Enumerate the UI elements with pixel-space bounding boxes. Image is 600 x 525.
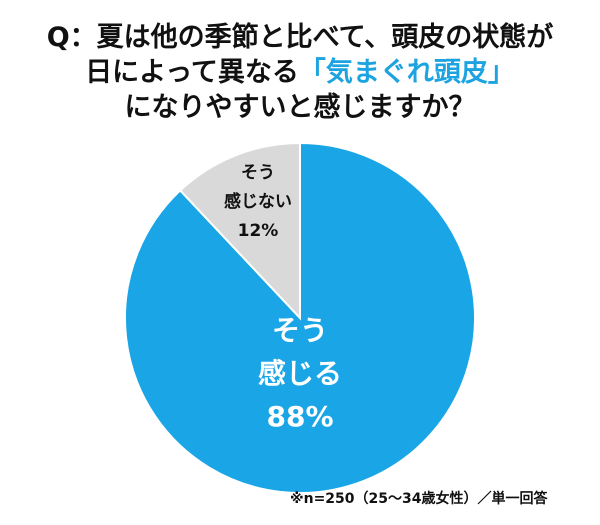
- title-line-2: 日によって異なる「気まぐれ頭皮」: [0, 56, 600, 90]
- data-label-percent: 88%: [266, 400, 333, 433]
- pie-slice: [178, 141, 301, 321]
- title-highlight: 「気まぐれ頭皮」: [298, 57, 515, 88]
- title-line-2-text: 日によって異なる: [85, 57, 299, 88]
- data-label-percent: 12%: [238, 221, 279, 241]
- data-label: 感じる: [258, 357, 342, 390]
- title-line-1: Q：夏は他の季節と比べて、頭皮の状態が: [46, 22, 554, 53]
- footnote: ※n=250（25～34歳女性）／単一回答: [290, 491, 548, 507]
- data-label: そう: [241, 163, 275, 183]
- title-line-3: になりやすいと感じますか？: [124, 92, 476, 123]
- data-label: 感じない: [224, 191, 292, 212]
- data-label: そう: [272, 314, 328, 347]
